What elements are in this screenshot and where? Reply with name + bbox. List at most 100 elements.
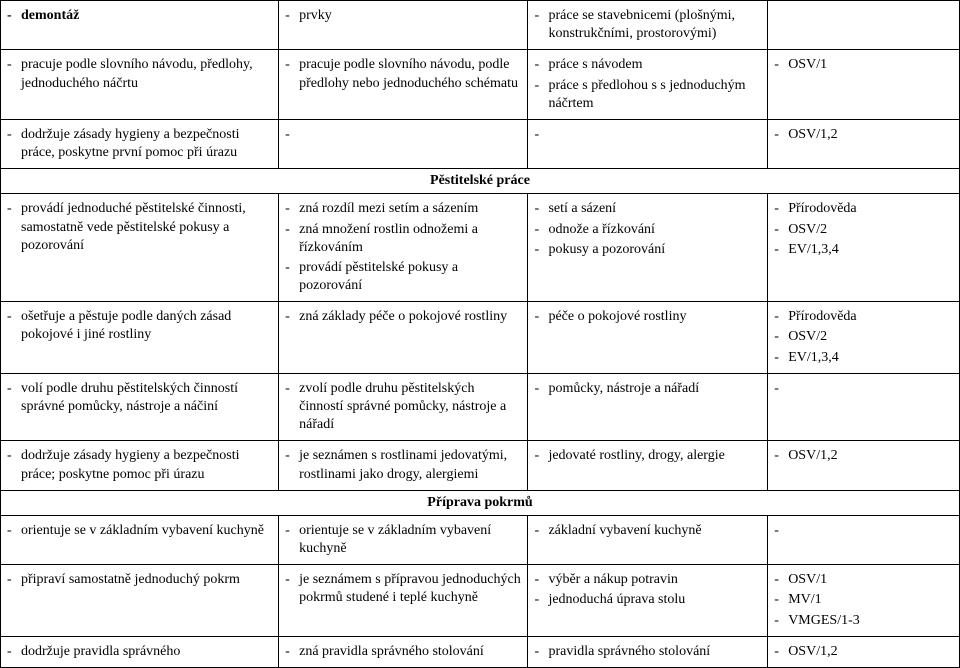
- table-row: provádí jednoduché pěstitelské činnosti,…: [1, 194, 960, 302]
- cell-list: Přírodověda OSV/2 EV/1,3,4: [774, 308, 953, 367]
- table-cell: dodržuje zásady hygieny a bezpečnosti pr…: [1, 441, 279, 490]
- table-cell: zvolí podle druhu pěstitelských činností…: [279, 373, 528, 441]
- table-cell: OSV/1: [768, 50, 960, 120]
- cell-item: práce se stavebnicemi (plošnými, konstru…: [534, 7, 761, 43]
- table-cell: výběr a nákup potravinjednoduchá úprava …: [528, 565, 768, 637]
- cell-item: OSV/1,2: [774, 643, 953, 661]
- cell-list: je seznámen s rostlinami jedovatými, ros…: [285, 447, 521, 483]
- cell-item: základní vybavení kuchyně: [534, 522, 761, 540]
- table-row: Příprava pokrmů: [1, 490, 960, 515]
- cell-item: pracuje podle slovního návodu, podle pře…: [285, 56, 521, 92]
- table-cell: péče o pokojové rostliny: [528, 302, 768, 374]
- table-cell: [528, 119, 768, 168]
- table-row: pracuje podle slovního návodu, předlohy,…: [1, 50, 960, 120]
- table-cell: [768, 373, 960, 441]
- cell-list: pracuje podle slovního návodu, podle pře…: [285, 56, 521, 92]
- cell-item: orientuje se v základním vybavení kuchyn…: [7, 522, 272, 540]
- table-cell: setí a sázení odnože a řízkování pokusy a …: [528, 194, 768, 302]
- cell-list: OSV/1MV/1VMGES/1-3: [774, 571, 953, 630]
- table-cell: pravidla správného stolování: [528, 636, 768, 667]
- cell-item: pomůcky, nástroje a nářadí: [534, 380, 761, 398]
- table-cell: pomůcky, nástroje a nářadí: [528, 373, 768, 441]
- curriculum-table: demontáž prvky práce se stavebnicemi (ploš…: [0, 0, 960, 668]
- table-cell: OSV/1,2: [768, 636, 960, 667]
- cell-item: jedovaté rostliny, drogy, alergie: [534, 447, 761, 465]
- cell-item: EV/1,3,4: [774, 349, 953, 367]
- table-cell: [768, 515, 960, 564]
- cell-list: OSV/1,2: [774, 126, 953, 144]
- table-cell: prvky: [279, 1, 528, 50]
- cell-item: prvky: [285, 7, 521, 25]
- table-cell: OSV/1,2: [768, 119, 960, 168]
- cell-list: OSV/1,2: [774, 447, 953, 465]
- cell-item: dodržuje zásady hygieny a bezpečnosti pr…: [7, 447, 272, 483]
- cell-item: demontáž: [7, 7, 272, 25]
- table-cell: práce s návodempráce s předlohou s s jed…: [528, 50, 768, 120]
- table-cell: Přírodověda OSV/2 EV/1,3,4: [768, 302, 960, 374]
- cell-list: výběr a nákup potravinjednoduchá úprava …: [534, 571, 761, 609]
- cell-item: OSV/1: [774, 56, 953, 74]
- table-cell: práce se stavebnicemi (plošnými, konstru…: [528, 1, 768, 50]
- cell-item: OSV/1,2: [774, 447, 953, 465]
- table-row: volí podle druhu pěstitelských činností …: [1, 373, 960, 441]
- cell-list: jedovaté rostliny, drogy, alergie: [534, 447, 761, 465]
- cell-list: je seznámem s přípravou jednoduchých pok…: [285, 571, 521, 607]
- table-cell: dodržuje pravidla správného: [1, 636, 279, 667]
- cell-item: zná základy péče o pokojové rostliny: [285, 308, 521, 326]
- table-row: ošetřuje a pěstuje podle daných zásad po…: [1, 302, 960, 374]
- table-cell: zná pravidla správného stolování: [279, 636, 528, 667]
- table-cell: zná rozdíl mezi setím a sázenímzná množe…: [279, 194, 528, 302]
- section-header: Příprava pokrmů: [1, 490, 960, 515]
- section-header: Pěstitelské práce: [1, 169, 960, 194]
- cell-list: pracuje podle slovního návodu, předlohy,…: [7, 56, 272, 92]
- table-row: orientuje se v základním vybavení kuchyn…: [1, 515, 960, 564]
- cell-list: pravidla správného stolování: [534, 643, 761, 661]
- table-cell: zná základy péče o pokojové rostliny: [279, 302, 528, 374]
- cell-list: zná rozdíl mezi setím a sázenímzná množe…: [285, 200, 521, 295]
- cell-item: provádí pěstitelské pokusy a pozorování: [285, 259, 521, 295]
- table-cell: [279, 119, 528, 168]
- table-cell: PřírodovědaOSV/2EV/1,3,4: [768, 194, 960, 302]
- cell-item: dodržuje pravidla správného: [7, 643, 272, 661]
- table-row: připraví samostatně jednoduchý pokrm je s…: [1, 565, 960, 637]
- cell-list: základní vybavení kuchyně: [534, 522, 761, 540]
- cell-item: MV/1: [774, 591, 953, 609]
- cell-list: demontáž: [7, 7, 272, 25]
- table-cell: pracuje podle slovního návodu, podle pře…: [279, 50, 528, 120]
- table-cell: orientuje se v základním vybavení kuchyn…: [1, 515, 279, 564]
- cell-item: OSV/2: [774, 328, 953, 346]
- cell-list: zná pravidla správného stolování: [285, 643, 521, 661]
- table-row: dodržuje zásady hygieny a bezpečnosti pr…: [1, 441, 960, 490]
- cell-list: volí podle druhu pěstitelských činností …: [7, 380, 272, 416]
- cell-item: OSV/1: [774, 571, 953, 589]
- cell-item: práce s návodem: [534, 56, 761, 74]
- table-cell: základní vybavení kuchyně: [528, 515, 768, 564]
- table-cell: OSV/1,2: [768, 441, 960, 490]
- cell-item: odnože a řízkování: [534, 221, 761, 239]
- cell-item: zná množení rostlin odnožemi a řízkování…: [285, 221, 521, 257]
- cell-list: práce se stavebnicemi (plošnými, konstru…: [534, 7, 761, 43]
- cell-list: provádí jednoduché pěstitelské činnosti,…: [7, 200, 272, 255]
- cell-list: dodržuje zásady hygieny a bezpečnosti pr…: [7, 447, 272, 483]
- table-cell: připraví samostatně jednoduchý pokrm: [1, 565, 279, 637]
- table-row: dodržuje pravidla správného zná pravidla …: [1, 636, 960, 667]
- table-cell: orientuje se v základním vybavení kuchyn…: [279, 515, 528, 564]
- cell-list: pomůcky, nástroje a nářadí: [534, 380, 761, 398]
- table-cell: ošetřuje a pěstuje podle daných zásad po…: [1, 302, 279, 374]
- table-cell: pracuje podle slovního návodu, předlohy,…: [1, 50, 279, 120]
- cell-item: setí a sázení: [534, 200, 761, 218]
- cell-list: orientuje se v základním vybavení kuchyn…: [285, 522, 521, 558]
- cell-item: ošetřuje a pěstuje podle daných zásad po…: [7, 308, 272, 344]
- table-cell: dodržuje zásady hygieny a bezpečnosti pr…: [1, 119, 279, 168]
- cell-item: pokusy a pozorování: [534, 241, 761, 259]
- cell-item: výběr a nákup potravin: [534, 571, 761, 589]
- table-row: Pěstitelské práce: [1, 169, 960, 194]
- cell-item: připraví samostatně jednoduchý pokrm: [7, 571, 272, 589]
- cell-item: OSV/1,2: [774, 126, 953, 144]
- cell-item: dodržuje zásady hygieny a bezpečnosti pr…: [7, 126, 272, 162]
- table-cell: demontáž: [1, 1, 279, 50]
- cell-item: je seznámem s přípravou jednoduchých pok…: [285, 571, 521, 607]
- table-cell: OSV/1MV/1VMGES/1-3: [768, 565, 960, 637]
- cell-item: EV/1,3,4: [774, 241, 953, 259]
- cell-item: Přírodověda: [774, 308, 953, 326]
